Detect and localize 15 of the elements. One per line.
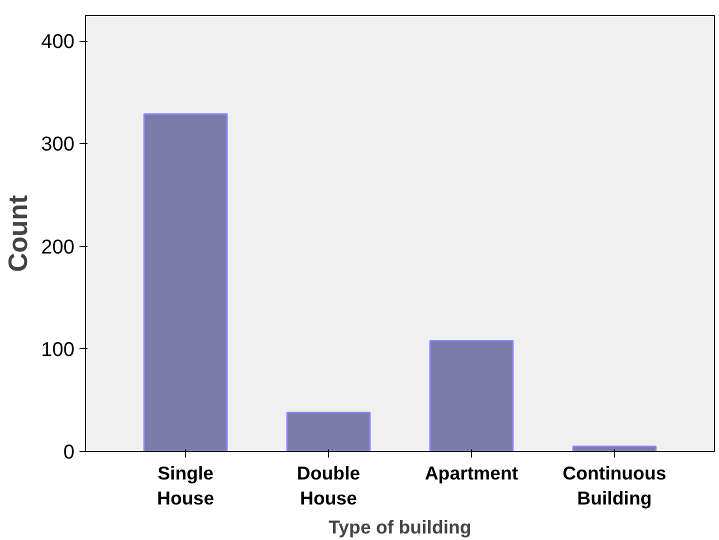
x-tick-label: Continuous Building	[562, 462, 666, 509]
bar	[286, 412, 371, 452]
y-tick-label: 200	[41, 236, 75, 258]
y-tick-label: 100	[41, 338, 75, 361]
y-axis-title: Count	[3, 194, 34, 272]
x-tick-label: Apartment	[424, 462, 518, 484]
bar	[572, 446, 657, 452]
bar	[143, 113, 228, 452]
x-tick-label: Double House	[296, 462, 360, 509]
bar	[429, 340, 514, 452]
x-axis-title: Type of building	[328, 516, 472, 538]
x-tick-label: Single House	[157, 462, 214, 509]
y-tick-label: 400	[41, 31, 75, 54]
y-tick-label: 300	[41, 134, 75, 156]
y-tick-label: 0	[63, 442, 74, 464]
